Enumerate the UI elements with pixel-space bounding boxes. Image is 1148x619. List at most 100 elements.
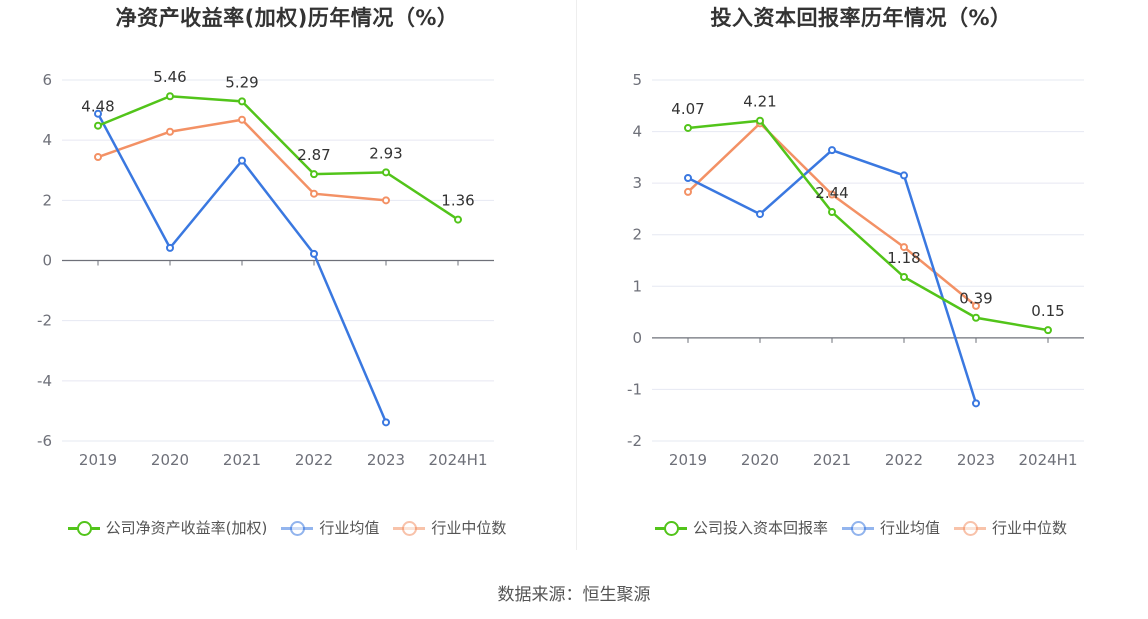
legend-swatch-icon — [954, 518, 986, 538]
data-point — [310, 170, 318, 179]
y-tick-label: 2 — [42, 191, 52, 209]
legend-label: 行业中位数 — [431, 519, 507, 537]
roe-chart-panel: 净资产收益率(加权)历年情况（%） -6 -4 -2 0 2 4 6 2019 2020 2021… — [0, 0, 574, 560]
series-2 — [94, 115, 390, 205]
data-point — [828, 146, 836, 155]
y-tick-label: 4 — [632, 123, 642, 141]
data-point — [94, 121, 102, 130]
y-tick-label: 0 — [632, 329, 642, 347]
x-tick-label: 2019 — [669, 451, 707, 469]
data-label: 0.39 — [959, 290, 992, 308]
data-point — [166, 243, 174, 252]
data-label: 2.93 — [369, 144, 402, 162]
y-tick-label: -2 — [37, 312, 52, 330]
data-point — [900, 243, 908, 252]
legend-label: 行业均值 — [319, 519, 380, 537]
legend-swatch-icon — [281, 518, 314, 538]
data-point — [310, 249, 318, 258]
x-tick-label: 2021 — [813, 451, 851, 469]
y-tick-label: -6 — [37, 432, 52, 450]
data-point — [310, 189, 318, 198]
data-point — [238, 97, 246, 106]
data-label: 2.44 — [815, 184, 848, 202]
y-gridlines — [62, 79, 494, 442]
data-point — [94, 109, 102, 118]
data-point — [238, 115, 246, 124]
data-point — [900, 171, 908, 180]
chart-legend: 公司投入资本回报率 行业均值 行业中位数 — [574, 517, 1148, 538]
data-point — [238, 156, 246, 165]
data-label: 5.29 — [225, 73, 258, 91]
data-point — [972, 399, 980, 408]
y-tick-label: 1 — [632, 277, 642, 295]
data-point — [454, 215, 462, 224]
data-point — [900, 273, 908, 282]
legend-label: 公司投入资本回报率 — [692, 519, 828, 537]
data-point — [684, 187, 692, 196]
x-tick-label: 2024H1 — [429, 451, 488, 469]
x-tick-label: 2020 — [151, 451, 189, 469]
x-tick-label: 2022 — [885, 451, 923, 469]
series-0 — [684, 116, 1052, 335]
legend-item[interactable]: 行业均值 — [841, 517, 940, 538]
legend-swatch-icon — [654, 518, 687, 538]
data-point — [382, 168, 390, 177]
series-line — [97, 94, 459, 221]
chart-title: 投入资本回报率历年情况（%） — [710, 6, 1012, 30]
y-tick-label: 2 — [632, 226, 642, 244]
chart-title: 净资产收益率(加权)历年情况（%） — [115, 6, 459, 30]
data-point — [94, 153, 102, 162]
data-label: 4.21 — [743, 93, 776, 111]
roic-chart-svg: -2 -1 0 1 2 3 4 5 2019 2020 2021 2022 2023 2024H1 4.07… — [627, 71, 1084, 469]
roe-chart-svg: -6 -4 -2 0 2 4 6 2019 2020 2021 2022 2023 2024H1 4.48… — [37, 68, 494, 469]
x-tick-label: 2024H1 — [1019, 451, 1078, 469]
data-point — [828, 190, 836, 199]
series-line — [687, 119, 1049, 332]
legend-label: 行业中位数 — [992, 519, 1068, 537]
series-0 — [94, 92, 462, 224]
x-tick-label: 2023 — [367, 451, 405, 469]
data-source-note: 数据来源：恒生聚源 — [497, 585, 651, 605]
legend-swatch-icon — [841, 518, 874, 538]
data-label: 1.36 — [441, 192, 474, 210]
data-label: 4.07 — [671, 100, 704, 118]
x-tick-label: 2021 — [223, 451, 261, 469]
legend-item[interactable]: 行业中位数 — [954, 517, 1067, 538]
data-point — [684, 123, 692, 132]
data-point — [1044, 326, 1052, 335]
x-tick-label: 2023 — [957, 451, 995, 469]
y-tick-label: -1 — [627, 380, 642, 398]
y-tick-label: 4 — [42, 131, 52, 149]
chart-legend: 公司净资产收益率(加权) 行业均值 行业中位数 — [0, 517, 574, 538]
data-point — [972, 313, 980, 322]
x-tick-label: 2020 — [741, 451, 779, 469]
y-gridlines — [652, 79, 1084, 442]
y-tick-label: 3 — [632, 174, 642, 192]
legend-item[interactable]: 行业均值 — [281, 517, 379, 538]
data-label: 2.87 — [297, 146, 330, 164]
data-label: 4.48 — [81, 98, 114, 116]
y-tick-label: 0 — [42, 252, 52, 270]
data-point — [972, 301, 980, 310]
data-point — [756, 210, 764, 219]
data-label: 1.18 — [887, 249, 920, 267]
legend-item[interactable]: 公司投入资本回报率 — [654, 517, 828, 538]
data-point — [166, 127, 174, 136]
data-label: 5.46 — [153, 68, 186, 86]
data-point — [382, 418, 390, 427]
data-label: 0.15 — [1031, 302, 1064, 320]
legend-item[interactable]: 公司净资产收益率(加权) — [67, 517, 268, 538]
data-point — [382, 196, 390, 205]
series-1 — [94, 109, 390, 427]
roic-chart-panel: 投入资本回报率历年情况（%） -2 -1 0 1 2 3 4 5 2019 2020 2021 202… — [574, 0, 1148, 560]
legend-label: 公司净资产收益率(加权) — [105, 519, 268, 537]
legend-label: 行业均值 — [879, 519, 940, 537]
y-tick-label: 6 — [42, 71, 52, 89]
legend-swatch-icon — [393, 518, 426, 538]
y-tick-label: -4 — [37, 372, 52, 390]
data-point — [684, 173, 692, 182]
legend-item[interactable]: 行业中位数 — [393, 517, 506, 538]
panel-divider — [576, 0, 577, 550]
y-tick-label: -2 — [627, 432, 642, 450]
x-tick-label: 2022 — [295, 451, 333, 469]
